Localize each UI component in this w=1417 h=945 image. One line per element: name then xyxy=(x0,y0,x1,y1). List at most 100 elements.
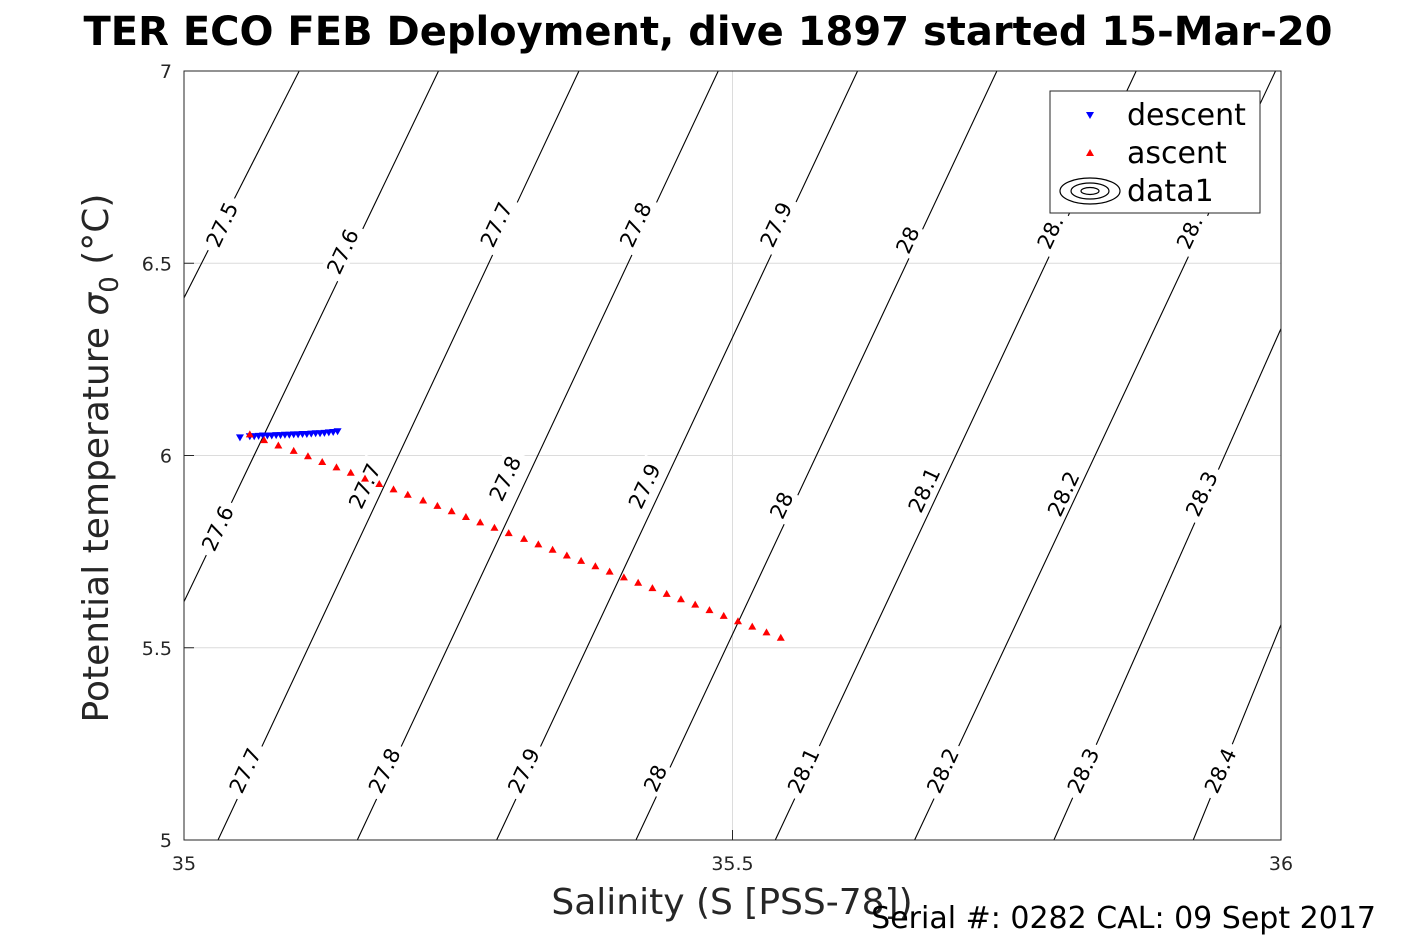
ascent-point xyxy=(705,606,714,614)
ascent-point xyxy=(591,562,600,570)
ascent-point xyxy=(403,490,412,498)
y-axis-label-main: Potential temperature xyxy=(76,316,117,723)
contour-label-gap xyxy=(900,458,947,522)
ascent-point xyxy=(389,485,398,493)
ascent-point xyxy=(433,501,442,509)
chart-title: TER ECO FEB Deployment, dive 1897 starte… xyxy=(83,9,1332,55)
contour-label-gap xyxy=(1168,206,1210,258)
ascent-point xyxy=(419,496,428,504)
ascent-point xyxy=(490,523,499,531)
ascent-point xyxy=(245,430,254,438)
ascent-point xyxy=(748,622,757,630)
density-contours xyxy=(184,71,1281,840)
ascent-point xyxy=(691,600,700,608)
contour-label-gap xyxy=(499,739,547,802)
ascent-point xyxy=(634,578,643,586)
x-tick-label: 36 xyxy=(1269,853,1293,875)
y-axis-label: Potential temperature σ0 (°C) xyxy=(76,194,125,723)
legend-ascent-marker xyxy=(1086,149,1094,156)
contour-label-gap xyxy=(193,496,241,560)
ascent-point xyxy=(303,452,312,460)
legend-data1-label: data1 xyxy=(1127,174,1214,209)
x-axis-label: Salinity (S [PSS-78]) xyxy=(551,882,912,923)
y-axis-label-unit: (°C) xyxy=(76,194,117,277)
y-tick-label: 6 xyxy=(160,446,172,468)
ascent-point xyxy=(520,534,529,542)
contour-label-gap xyxy=(779,739,827,802)
ascent-point xyxy=(605,567,614,575)
ascent-point xyxy=(733,617,742,625)
ascent-point xyxy=(461,513,470,521)
contour-label-gap xyxy=(481,446,528,510)
contour-label-gap xyxy=(1039,462,1087,525)
contour-label-gap xyxy=(889,220,925,260)
ascent-point xyxy=(274,441,283,449)
legend-descent-marker xyxy=(1086,112,1094,119)
y-tick-label: 6.5 xyxy=(142,253,172,275)
legend: descent ascent data1 xyxy=(1049,90,1261,214)
ascent-point xyxy=(476,518,485,526)
contour-label-gap xyxy=(637,758,673,798)
ascent-point xyxy=(762,628,771,636)
contour-line-27-9 xyxy=(496,71,859,840)
x-tick-label: 35 xyxy=(172,853,196,875)
contour-label-gap xyxy=(752,193,799,256)
ascent-point xyxy=(260,436,269,444)
legend-descent-label: descent xyxy=(1127,98,1246,133)
contour-label-gap xyxy=(763,485,799,525)
contour-label-gap xyxy=(620,454,668,518)
ascent-point xyxy=(361,474,370,482)
legend-box xyxy=(1049,90,1261,214)
ascent-point xyxy=(648,584,657,592)
serial-calibration-footer: Serial #: 0282 CAL: 09 Sept 2017 xyxy=(871,901,1376,936)
ascent-point xyxy=(676,595,685,603)
ascent-point xyxy=(776,633,785,641)
contour-label-gap xyxy=(919,739,966,802)
ascent-point xyxy=(346,468,355,476)
descent-point xyxy=(333,428,342,436)
contour-label-gap xyxy=(221,739,268,802)
contour-label: 28. xyxy=(1168,206,1210,258)
contour-labels: 27.527.627.7 27.8 27.9 28 28. 28.27.627.7 27.8… xyxy=(193,193,1243,802)
ascent-point xyxy=(332,463,341,471)
y-axis-label-sigma: σ xyxy=(76,292,117,316)
x-tick-label: 35.5 xyxy=(711,853,753,875)
contour-line-28-4 xyxy=(1192,624,1281,840)
data-points xyxy=(235,428,785,641)
axis-ticks: 35 35.5 36 5 5.5 6 6.5 7 xyxy=(142,61,1293,875)
y-tick-label: 5.5 xyxy=(142,638,172,660)
contour-line-27-8 xyxy=(356,71,719,840)
contour-label-gap xyxy=(198,193,245,256)
contour-label-gap xyxy=(318,219,366,283)
ascent-point xyxy=(375,479,384,487)
contour-label-gap xyxy=(1029,206,1071,258)
contour-label-gap xyxy=(340,454,388,518)
contour-line-28 xyxy=(635,71,998,840)
ascent-point xyxy=(548,545,557,553)
contour-label-gap xyxy=(1059,739,1106,802)
ascent-point xyxy=(447,507,456,515)
ascent-point xyxy=(662,589,671,597)
ascent-point xyxy=(562,551,571,559)
y-axis-label-subscript: 0 xyxy=(95,276,125,293)
legend-ascent-label: ascent xyxy=(1127,136,1227,171)
ascent-point xyxy=(619,573,628,581)
legend-contour-icon xyxy=(1059,177,1121,205)
contour-label-gap xyxy=(611,193,659,256)
ascent-point xyxy=(534,540,543,548)
contour-line-27-7 xyxy=(217,71,580,840)
ascent-point xyxy=(719,611,728,619)
ascent-point xyxy=(577,556,586,564)
contour-label-gap xyxy=(1196,739,1243,802)
y-tick-label: 5 xyxy=(160,830,172,852)
contour-label-gap xyxy=(472,193,519,256)
contour-line-27-5 xyxy=(184,71,300,299)
descent-point xyxy=(235,434,244,442)
contour-label-gap xyxy=(1177,462,1225,525)
ascent-point xyxy=(504,529,513,537)
contour-label-gap xyxy=(360,739,408,802)
y-tick-label: 7 xyxy=(160,61,172,83)
ascent-point xyxy=(289,446,298,454)
ascent-point xyxy=(318,458,327,466)
